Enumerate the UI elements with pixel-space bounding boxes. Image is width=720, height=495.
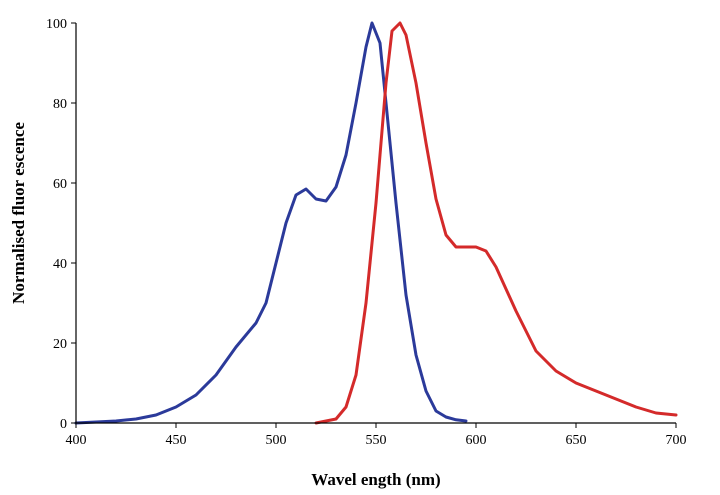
axes xyxy=(75,23,676,424)
y-axis-title: Normalised fluor escence xyxy=(9,122,28,304)
x-tick-label: 650 xyxy=(566,433,587,448)
series-line-blue xyxy=(74,21,468,425)
plot-area xyxy=(74,21,678,425)
x-tick-label: 700 xyxy=(666,433,687,448)
x-tick-label: 450 xyxy=(166,433,187,448)
ticks: 400 450 500 550 600 650 700 0 20 40 60 80 100 xyxy=(46,17,687,448)
y-tick-label: 100 xyxy=(46,17,67,32)
y-tick-label: 0 xyxy=(60,417,67,432)
x-axis-title: Wavel ength (nm) xyxy=(311,470,440,489)
series-line-red xyxy=(314,21,678,425)
y-tick-label: 40 xyxy=(53,257,67,272)
y-tick-label: 60 xyxy=(53,177,67,192)
x-tick-label: 600 xyxy=(466,433,487,448)
x-tick-label: 550 xyxy=(366,433,387,448)
x-tick-label: 500 xyxy=(266,433,287,448)
x-tick-label: 400 xyxy=(66,433,87,448)
y-tick-label: 20 xyxy=(53,337,67,352)
y-tick-label: 80 xyxy=(53,97,67,112)
